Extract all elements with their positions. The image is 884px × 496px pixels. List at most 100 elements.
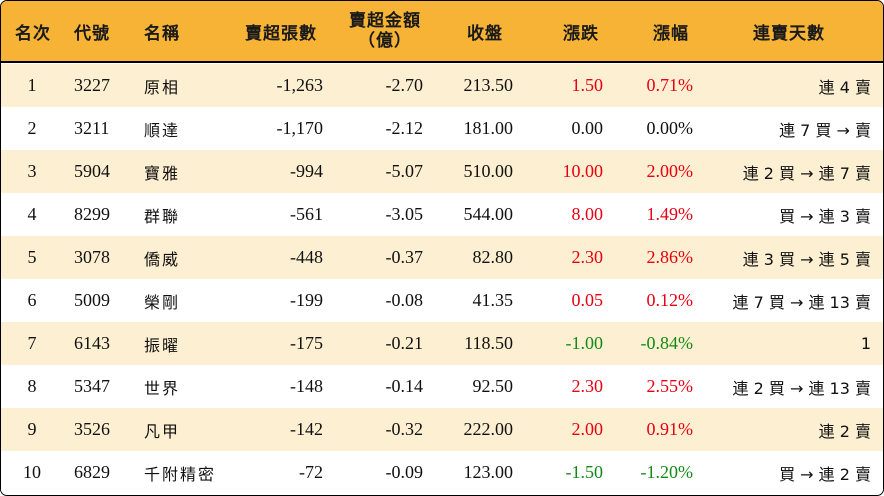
cell-name: 凡甲 bbox=[144, 421, 181, 441]
cell-streak: 連 4 賣 bbox=[818, 77, 871, 97]
table-row: 2 3211 順達 -1,170 -2.12 181.00 0.00 0.00% 連 7 買 →… bbox=[1, 107, 883, 150]
cell-change: 1.50 bbox=[571, 75, 604, 95]
header-change: 漲跌 bbox=[563, 23, 599, 44]
cell-code: 5904 bbox=[74, 161, 110, 181]
table-row: 5 3078 僑威 -448 -0.37 82.80 2.30 2.86% 連 3 買 → 連 … bbox=[1, 236, 883, 279]
cell-rank: 7 bbox=[27, 333, 37, 353]
cell-sell-amount: -0.14 bbox=[385, 376, 424, 396]
header-sell-amount: 賣超金額 （億） bbox=[345, 1, 425, 61]
cell-change-pct: 0.12% bbox=[646, 290, 694, 310]
header-rank: 名次 bbox=[15, 23, 51, 44]
cell-change: -1.50 bbox=[565, 462, 604, 482]
cell-name: 世界 bbox=[144, 378, 181, 398]
cell-streak: 連 2 買 → 連 13 賣 bbox=[732, 378, 871, 398]
header-name: 名稱 bbox=[144, 23, 180, 44]
cell-rank: 4 bbox=[27, 204, 37, 224]
cell-sell-amount: -0.08 bbox=[385, 290, 424, 310]
cell-change-pct: 1.49% bbox=[646, 204, 694, 224]
table-row: 4 8299 群聯 -561 -3.05 544.00 8.00 1.49% 買 → 連 3 賣 bbox=[1, 193, 883, 236]
cell-change-pct: -1.20% bbox=[640, 462, 694, 482]
cell-code: 6829 bbox=[74, 462, 110, 482]
cell-close: 92.50 bbox=[472, 376, 514, 396]
cell-sell-amount: -0.32 bbox=[385, 419, 424, 439]
cell-sell-lots: -148 bbox=[290, 376, 323, 396]
cell-streak: 連 2 買 → 連 7 賣 bbox=[742, 163, 871, 183]
cell-change: 2.00 bbox=[571, 419, 604, 439]
cell-change: 2.30 bbox=[571, 247, 604, 267]
cell-sell-amount: -0.21 bbox=[385, 333, 424, 353]
cell-close: 181.00 bbox=[463, 118, 514, 138]
cell-close: 213.50 bbox=[463, 75, 514, 95]
cell-change-pct: 0.71% bbox=[646, 75, 694, 95]
cell-code: 5347 bbox=[74, 376, 110, 396]
cell-close: 123.00 bbox=[463, 462, 514, 482]
header-sell-lots: 賣超張數 bbox=[245, 23, 317, 44]
cell-close: 41.35 bbox=[472, 290, 514, 310]
table-row: 10 6829 千附精密 -72 -0.09 123.00 -1.50 -1.20% 買 → 連… bbox=[1, 451, 883, 494]
cell-name: 振曜 bbox=[144, 335, 181, 355]
cell-code: 8299 bbox=[74, 204, 110, 224]
cell-change: 8.00 bbox=[571, 204, 604, 224]
cell-code: 5009 bbox=[74, 290, 110, 310]
cell-streak: 連 2 賣 bbox=[818, 421, 871, 441]
cell-streak: 連 3 買 → 連 5 賣 bbox=[742, 249, 871, 269]
header-sell-amount-line2: （億） bbox=[358, 31, 412, 51]
cell-change-pct: -0.84% bbox=[640, 333, 694, 353]
cell-sell-lots: -1,170 bbox=[276, 118, 324, 138]
cell-rank: 10 bbox=[23, 462, 41, 482]
cell-change-pct: 2.55% bbox=[646, 376, 694, 396]
cell-close: 510.00 bbox=[463, 161, 514, 181]
table-row: 7 6143 振曜 -175 -0.21 118.50 -1.00 -0.84% 1 bbox=[1, 322, 883, 365]
header-code: 代號 bbox=[74, 23, 110, 44]
cell-code: 3526 bbox=[74, 419, 110, 439]
cell-sell-lots: -175 bbox=[290, 333, 323, 353]
cell-streak: 1 bbox=[860, 334, 871, 353]
cell-code: 3227 bbox=[74, 75, 110, 95]
header-close: 收盤 bbox=[467, 23, 503, 44]
cell-change: 10.00 bbox=[562, 161, 604, 181]
cell-code: 6143 bbox=[74, 333, 110, 353]
cell-rank: 3 bbox=[27, 161, 37, 181]
table-row: 1 3227 原相 -1,263 -2.70 213.50 1.50 0.71% 連 4 賣 bbox=[1, 64, 883, 107]
cell-name: 原相 bbox=[144, 77, 181, 97]
cell-name: 僑威 bbox=[144, 249, 181, 269]
cell-sell-lots: -448 bbox=[290, 247, 323, 267]
cell-sell-lots: -142 bbox=[290, 419, 323, 439]
cell-sell-lots: -199 bbox=[290, 290, 323, 310]
cell-sell-amount: -0.37 bbox=[385, 247, 424, 267]
cell-rank: 6 bbox=[27, 290, 37, 310]
cell-name: 寶雅 bbox=[144, 163, 181, 183]
cell-close: 544.00 bbox=[463, 204, 514, 224]
cell-change: 0.05 bbox=[571, 290, 604, 310]
cell-change: 0.00 bbox=[571, 118, 604, 138]
cell-sell-lots: -994 bbox=[290, 161, 323, 181]
header-sell-amount-line1: 賣超金額 bbox=[349, 11, 421, 31]
cell-rank: 8 bbox=[27, 376, 37, 396]
cell-streak: 買 → 連 3 賣 bbox=[779, 206, 871, 226]
cell-close: 222.00 bbox=[463, 419, 514, 439]
cell-rank: 2 bbox=[27, 118, 37, 138]
cell-change-pct: 0.91% bbox=[646, 419, 694, 439]
cell-rank: 5 bbox=[27, 247, 37, 267]
table-header: 名次 代號 名稱 賣超張數 賣超金額 （億） 收盤 漲跌 漲幅 連賣天數 bbox=[1, 1, 883, 63]
cell-sell-amount: -5.07 bbox=[385, 161, 424, 181]
cell-code: 3078 bbox=[74, 247, 110, 267]
cell-change: 2.30 bbox=[571, 376, 604, 396]
cell-change: -1.00 bbox=[565, 333, 604, 353]
header-streak: 連賣天數 bbox=[753, 23, 825, 44]
table-row: 8 5347 世界 -148 -0.14 92.50 2.30 2.55% 連 2 買 → 連 … bbox=[1, 365, 883, 408]
cell-name: 千附精密 bbox=[144, 464, 217, 484]
table-row: 6 5009 榮剛 -199 -0.08 41.35 0.05 0.12% 連 7 買 → 連 … bbox=[1, 279, 883, 322]
cell-sell-amount: -2.70 bbox=[385, 75, 424, 95]
cell-sell-amount: -3.05 bbox=[385, 204, 424, 224]
cell-sell-lots: -72 bbox=[299, 462, 323, 482]
cell-sell-amount: -2.12 bbox=[385, 118, 424, 138]
cell-streak: 連 7 買 → 連 13 賣 bbox=[732, 292, 871, 312]
cell-change-pct: 0.00% bbox=[646, 118, 694, 138]
cell-name: 群聯 bbox=[144, 206, 181, 226]
table-row: 3 5904 寶雅 -994 -5.07 510.00 10.00 2.00% 連 2 買 → … bbox=[1, 150, 883, 193]
cell-rank: 1 bbox=[27, 75, 37, 95]
cell-sell-amount: -0.09 bbox=[385, 462, 424, 482]
cell-close: 82.80 bbox=[472, 247, 514, 267]
